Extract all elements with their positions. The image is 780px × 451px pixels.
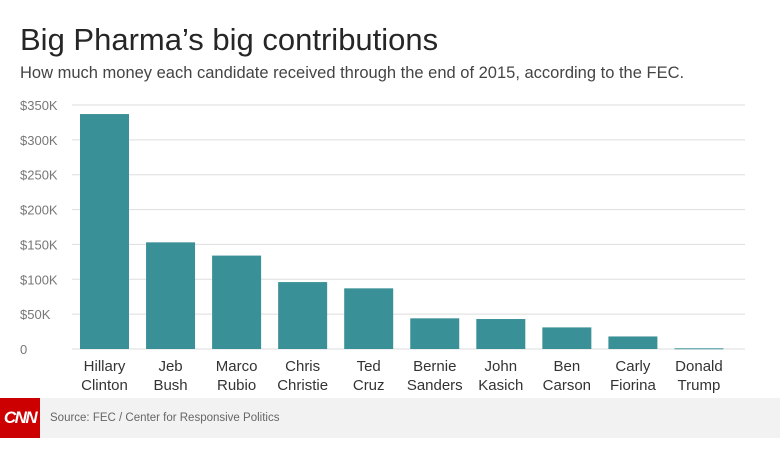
bar — [476, 319, 526, 349]
y-tick-label: $350K — [20, 98, 58, 113]
x-category-label: Sanders — [407, 377, 463, 394]
x-category-label: Kasich — [478, 377, 523, 394]
y-tick-label: $100K — [20, 272, 58, 287]
y-tick-label: $150K — [20, 237, 58, 252]
x-category-label: Chris — [285, 358, 320, 375]
bar-chart: 0 $50K $100K $150K $200K $250K $300K $350K Hilla… — [20, 98, 745, 394]
x-category-label: Ben — [553, 358, 580, 375]
x-category-label: Trump — [678, 377, 721, 394]
y-tick-label: $300K — [20, 133, 58, 148]
bar — [674, 348, 724, 350]
bar — [80, 114, 129, 349]
x-category-label: Donald — [675, 358, 723, 375]
bar — [344, 288, 394, 349]
x-category-label: Christie — [277, 377, 328, 394]
x-category-label: Ted — [357, 358, 381, 375]
x-category-label: Carly — [615, 358, 651, 375]
x-category-label: Jeb — [158, 358, 182, 375]
bar — [542, 327, 592, 349]
x-category-label: Fiorina — [610, 377, 657, 394]
x-category-label: Bush — [153, 377, 187, 394]
y-tick-label: $50K — [20, 307, 51, 322]
x-category-label: Hillary — [84, 358, 126, 375]
x-category-label: Rubio — [217, 377, 256, 394]
x-category-label: Cruz — [353, 377, 385, 394]
footer: CNN Source: FEC / Center for Responsive … — [0, 398, 780, 438]
bar — [608, 336, 658, 349]
bar — [278, 282, 328, 349]
x-category-label: Clinton — [81, 377, 128, 394]
chart-title: Big Pharma’s big contributions — [20, 22, 439, 57]
bar — [212, 255, 262, 349]
cnn-logo: CNN — [0, 398, 40, 438]
y-tick-label: $200K — [20, 203, 58, 218]
chart-subtitle: How much money each candidate received t… — [20, 64, 685, 82]
bar — [410, 318, 460, 349]
y-tick-label: 0 — [20, 342, 27, 357]
x-category-label: Marco — [216, 358, 258, 375]
x-category-label: Carson — [543, 377, 591, 394]
x-category-label: John — [485, 358, 518, 375]
bar — [146, 242, 196, 349]
source-note: Source: FEC / Center for Responsive Poli… — [50, 412, 280, 424]
x-category-label: Bernie — [413, 358, 456, 375]
y-tick-label: $250K — [20, 168, 58, 183]
